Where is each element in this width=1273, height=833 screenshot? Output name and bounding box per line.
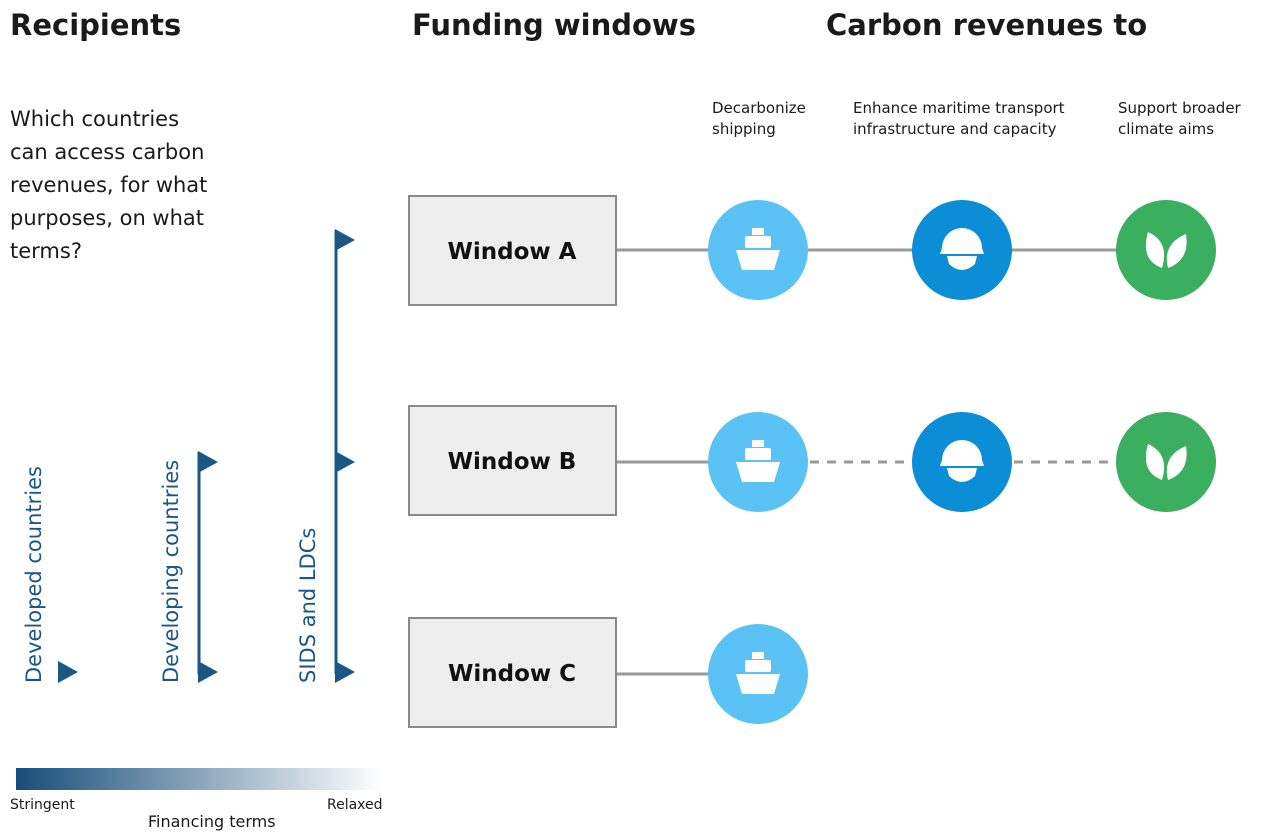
icon-glyph [1145,232,1187,268]
arrow [335,229,355,251]
window-label: Window C [448,661,576,687]
icon-glyph [736,228,780,270]
purpose-label: Decarbonize shipping [712,99,806,138]
window-box [408,195,617,306]
recipient-label: Developed countries [22,466,46,683]
leaf [1145,232,1165,268]
helmet [940,440,984,466]
ship-part [736,462,780,482]
icon-glyph [940,440,984,482]
ship-part [752,440,764,447]
helmet [940,228,984,254]
header: Funding windows [412,8,696,42]
window-label: Window B [448,449,577,475]
icon-glyph [940,228,984,270]
icon-glyph [736,440,780,482]
purpose-label: Enhance maritime transport infrastructur… [853,99,1065,138]
ship-part [752,652,764,659]
terms-gradient [16,768,382,790]
window-box [408,405,617,516]
question: Which countries can access carbon revenu… [10,107,208,263]
terms-title: Financing terms [148,812,276,831]
icon-glyph [1145,444,1187,480]
header: Carbon revenues to [826,8,1148,42]
face [947,468,977,482]
ship-part [745,448,771,460]
terms-left: Stringent [10,797,75,813]
ship-part [745,660,771,672]
arrow [58,661,78,683]
window-box [408,617,617,728]
leaf [1166,234,1187,268]
ship-part [745,236,771,248]
purpose-icon [1116,412,1216,512]
ship-part [752,228,764,235]
face [947,256,977,270]
ship-part [736,674,780,694]
arrow [335,451,355,473]
terms-right: Relaxed [327,797,383,813]
ship-part [736,250,780,270]
arrow [198,451,218,473]
leaf [1145,444,1165,480]
leaf [1166,446,1187,480]
icon-glyph [736,652,780,694]
recipient-label: Developing countries [159,460,183,683]
purpose-label: Support broader climate aims [1118,99,1241,138]
arrow [198,661,218,683]
window-label: Window A [448,239,577,265]
arrow [335,661,355,683]
purpose-icon [1116,200,1216,300]
recipient-label: SIDS and LDCs [296,528,320,683]
header: Recipients [10,8,182,42]
